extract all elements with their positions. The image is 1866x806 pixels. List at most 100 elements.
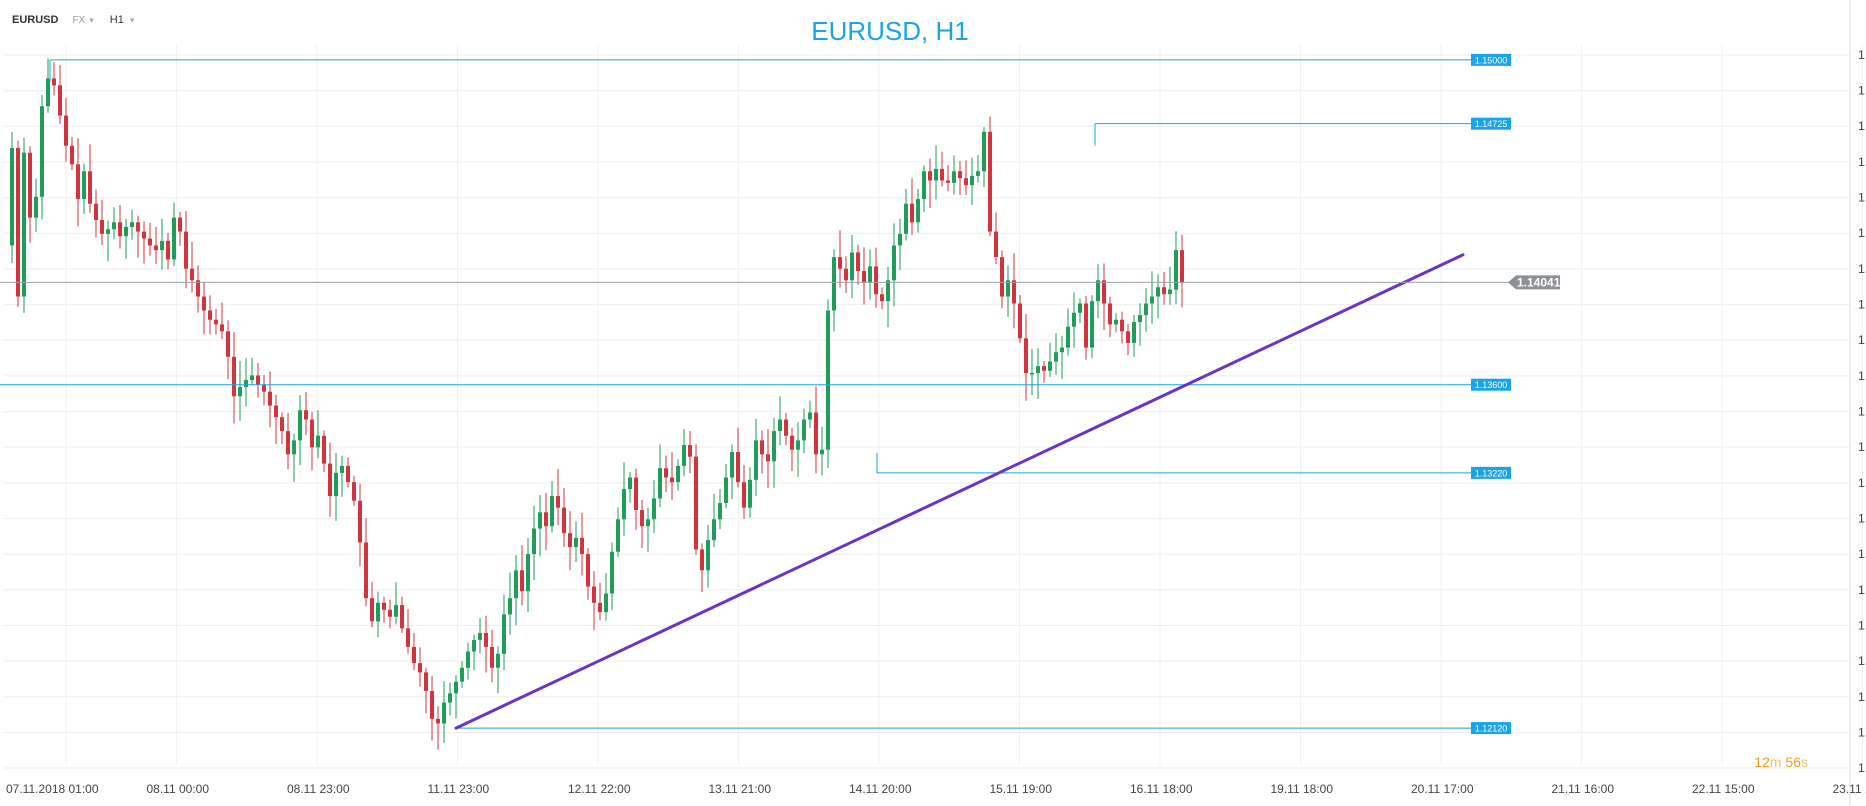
- candle-up: [622, 489, 626, 520]
- candle-up: [124, 226, 128, 237]
- candle-up: [478, 632, 482, 640]
- price-axis: 1.15021 1.14867 1.14714 1.14560 1.14406 1.142…: [1858, 48, 1866, 775]
- candle-up: [1054, 352, 1058, 362]
- x-tick-label: 14.11 20:00: [849, 782, 912, 796]
- candle-up: [1090, 301, 1094, 348]
- candle-up: [472, 639, 476, 652]
- x-tick-label: 15.11 19:00: [990, 782, 1053, 796]
- candle-down: [544, 512, 548, 527]
- candle-down: [1180, 250, 1184, 283]
- candle-down: [346, 465, 350, 483]
- candle-down: [328, 463, 332, 497]
- candle-up: [40, 106, 44, 197]
- candle-down: [256, 375, 260, 385]
- candle-up: [1132, 322, 1136, 343]
- candle-up: [1006, 280, 1010, 297]
- candle-down: [784, 419, 788, 436]
- candle-down: [202, 296, 206, 311]
- level-badge[interactable]: [1471, 53, 1511, 66]
- symbol-selector[interactable]: EURUSD: [12, 14, 59, 26]
- candle-down: [70, 145, 74, 165]
- candle-down: [430, 690, 434, 719]
- level-badge[interactable]: [1471, 117, 1511, 130]
- candle-up: [10, 148, 14, 246]
- candle-down: [28, 152, 32, 218]
- candle-down: [490, 646, 494, 668]
- candle-up: [1078, 303, 1082, 313]
- candle-down: [880, 294, 884, 302]
- candle-up: [34, 196, 38, 218]
- candle-down: [274, 405, 278, 418]
- y-tick-label: 1.14714: [1858, 119, 1866, 133]
- x-tick-label: 21.11 16:00: [1552, 782, 1615, 796]
- candle-up: [22, 152, 26, 297]
- candle-down: [742, 482, 746, 508]
- y-tick-label: 1.13638: [1858, 369, 1866, 383]
- candle-up: [466, 651, 470, 668]
- candle-up: [922, 171, 926, 200]
- candle-up: [1048, 361, 1052, 371]
- candle-down: [736, 451, 740, 483]
- candle-down: [856, 252, 860, 272]
- candle-up: [1060, 347, 1064, 353]
- candle-down: [184, 231, 188, 269]
- candle-down: [700, 549, 704, 571]
- candle-down: [940, 168, 944, 181]
- candle-up: [970, 175, 974, 186]
- candle-down: [280, 417, 284, 432]
- x-tick-label: 20.11 17:00: [1411, 782, 1474, 796]
- candle-down: [94, 203, 98, 220]
- y-tick-label: 1.12716: [1858, 583, 1866, 597]
- level-badge[interactable]: [1471, 466, 1511, 479]
- chevron-down-icon[interactable]: ▾: [129, 14, 135, 25]
- level-badge[interactable]: [1471, 378, 1511, 391]
- candle-down: [1084, 303, 1088, 348]
- candle-down: [64, 115, 68, 146]
- countdown-seconds-unit: s: [1801, 754, 1808, 770]
- candle-down: [154, 245, 158, 251]
- candle-down: [286, 431, 290, 455]
- candle-up: [376, 602, 380, 622]
- x-tick-label: 19.11 18:00: [1271, 782, 1334, 796]
- candle-down: [406, 628, 410, 647]
- candle-up: [850, 252, 854, 281]
- candle-up: [316, 435, 320, 448]
- candle-down: [208, 310, 212, 320]
- level-badge[interactable]: [1471, 722, 1511, 735]
- candle-up: [868, 266, 872, 283]
- candle-down: [220, 324, 224, 332]
- candle-up: [454, 681, 458, 694]
- y-tick-label: 1.13484: [1858, 405, 1866, 419]
- candle-down: [352, 482, 356, 501]
- candle-up: [1168, 289, 1172, 295]
- candle-down: [994, 231, 998, 258]
- candle-down: [1024, 338, 1028, 374]
- candle-down: [412, 646, 416, 664]
- candle-up: [754, 440, 758, 480]
- candle-down: [226, 331, 230, 357]
- candle-up: [238, 387, 242, 397]
- candle-down: [190, 268, 194, 281]
- y-tick-label: 1.12101: [1858, 726, 1866, 740]
- candle-up: [976, 171, 980, 176]
- candle-down: [262, 384, 266, 392]
- timeframe-selector[interactable]: H1: [109, 14, 124, 26]
- candle-down: [1120, 319, 1124, 332]
- candle-down: [1012, 280, 1016, 304]
- candle-up: [1066, 326, 1070, 348]
- y-tick-label: 1.13792: [1858, 333, 1866, 347]
- candle-up: [160, 240, 164, 251]
- candle-down: [592, 586, 596, 603]
- candle-up: [532, 528, 536, 555]
- candle-up: [112, 222, 116, 230]
- candle-down: [58, 85, 62, 116]
- level-badge-label: 1.12120: [1475, 724, 1508, 734]
- candle-down: [580, 537, 584, 555]
- trendline[interactable]: [454, 253, 1465, 730]
- candle-down: [568, 533, 572, 548]
- candle-up: [778, 419, 782, 432]
- candle-up: [682, 445, 686, 466]
- chevron-down-icon[interactable]: ▾: [89, 14, 94, 25]
- y-tick-label: 1.12562: [1858, 619, 1866, 633]
